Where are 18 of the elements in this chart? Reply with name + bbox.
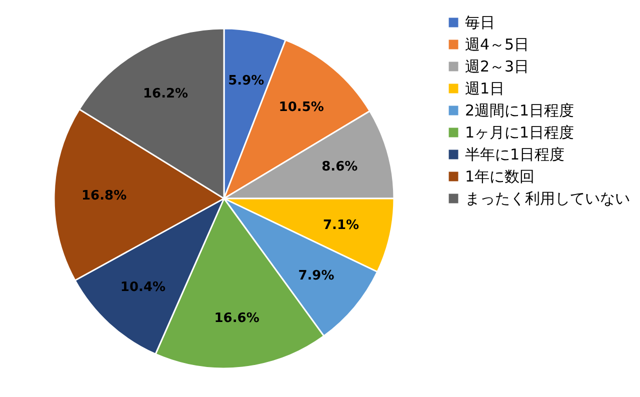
- legend-label: まったく利用していない: [465, 190, 630, 208]
- data-label: 16.6%: [214, 310, 260, 326]
- data-label: 7.9%: [298, 268, 334, 284]
- data-label: 10.4%: [120, 280, 166, 295]
- legend-label: 週1日: [465, 80, 505, 98]
- legend-label: 週2～3日: [465, 58, 530, 76]
- legend-label: 2週間に1日程度: [465, 102, 574, 120]
- data-label: 5.9%: [228, 74, 264, 89]
- data-label: 16.8%: [81, 188, 127, 204]
- data-label: 7.1%: [322, 218, 360, 234]
- data-label: 16.2%: [142, 86, 188, 102]
- legend-label: 1ヶ月に1日程度: [465, 124, 574, 142]
- legend-label: 週4～5日: [465, 36, 530, 54]
- legend-label: 毎日: [465, 14, 495, 32]
- data-label: 8.6%: [322, 159, 358, 174]
- data-label: 10.5%: [278, 100, 324, 115]
- legend-label: 半年に1日程度: [465, 146, 565, 164]
- legend-label: 1年に数回: [465, 168, 535, 186]
